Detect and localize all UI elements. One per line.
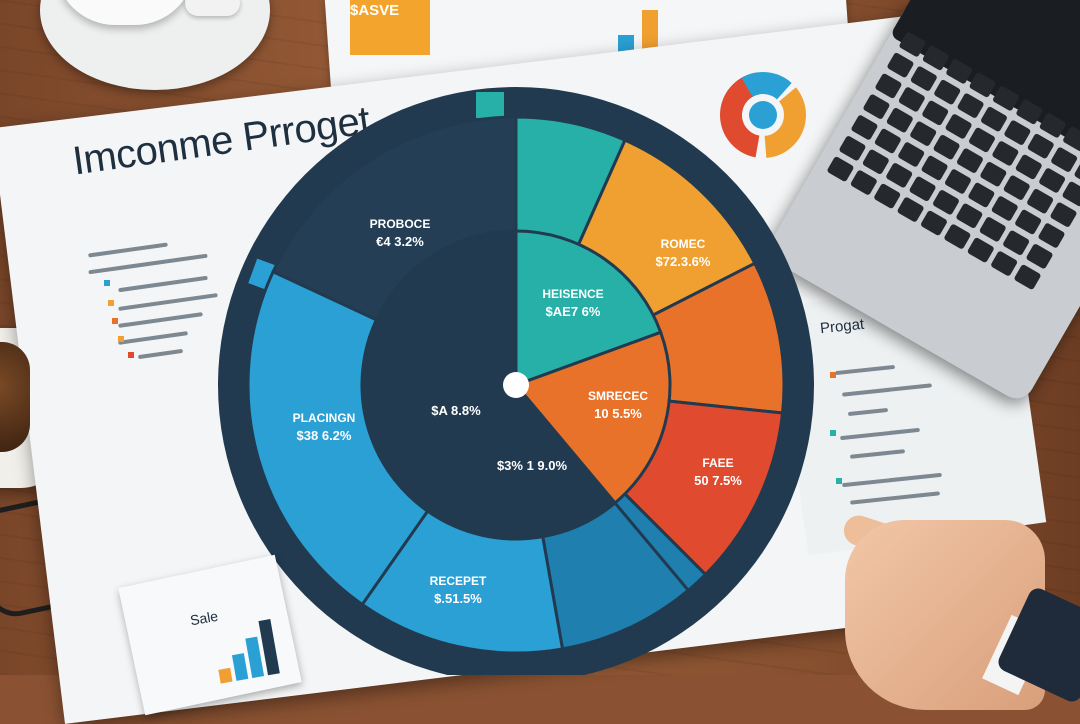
legend-marker bbox=[128, 352, 134, 358]
mini-donut-slice bbox=[720, 72, 806, 158]
mini-donut-slice bbox=[720, 72, 806, 158]
slice-value: 10 5.5% bbox=[594, 406, 642, 421]
legend-marker bbox=[104, 280, 110, 286]
slice-value: €4 3.2% bbox=[376, 234, 424, 249]
legend-marker bbox=[836, 478, 842, 484]
inner-value: $3% 1 9.0% bbox=[497, 458, 568, 473]
legend-marker bbox=[108, 300, 114, 306]
slice-label: SMRECEC bbox=[588, 389, 648, 403]
pie-inner-slice bbox=[514, 229, 663, 388]
mug-contents bbox=[0, 342, 30, 452]
sale-bar bbox=[231, 653, 249, 681]
slice-label: ROMEC bbox=[661, 237, 706, 251]
slice-label: PLACINGN bbox=[293, 411, 356, 425]
mini-donut-chart bbox=[720, 72, 806, 158]
inner-value: $A 8.8% bbox=[431, 403, 481, 418]
pie-slice bbox=[360, 509, 565, 655]
legend-marker bbox=[830, 430, 836, 436]
slice-label: RECEPET bbox=[430, 574, 487, 588]
slice-label: PROBOCE bbox=[370, 217, 431, 231]
sale-bar bbox=[245, 636, 265, 679]
mini-donut-center bbox=[749, 101, 777, 129]
slice-value: $72.3.6% bbox=[656, 254, 711, 269]
legend-marker bbox=[112, 318, 118, 324]
pie-inner-slice bbox=[513, 330, 672, 506]
mini-donut-slice bbox=[720, 72, 806, 158]
chart-tab-marker bbox=[476, 92, 504, 118]
slice-value: $.51.5% bbox=[434, 591, 482, 606]
top-orange-block bbox=[350, 0, 430, 55]
sale-card-bars bbox=[210, 612, 289, 684]
slice-value: $AE7 6% bbox=[546, 304, 601, 319]
slice-value: 50 7.5% bbox=[694, 473, 742, 488]
chart-center-dot bbox=[503, 372, 529, 398]
top-strip-text: $ASVE bbox=[350, 2, 400, 19]
slice-label: FAEE bbox=[702, 456, 733, 470]
legend-marker bbox=[118, 336, 124, 342]
coffee-cup-handle bbox=[185, 0, 240, 16]
sale-bar bbox=[218, 667, 233, 684]
slice-label: HEISENCE bbox=[542, 287, 603, 301]
income-pie-chart: PROBOCE €4 3.2% HEISENCE $AE7 6% ROMEC $72.3.… bbox=[218, 87, 814, 675]
slice-value: $38 6.2% bbox=[297, 428, 352, 443]
legend-marker bbox=[830, 372, 836, 378]
